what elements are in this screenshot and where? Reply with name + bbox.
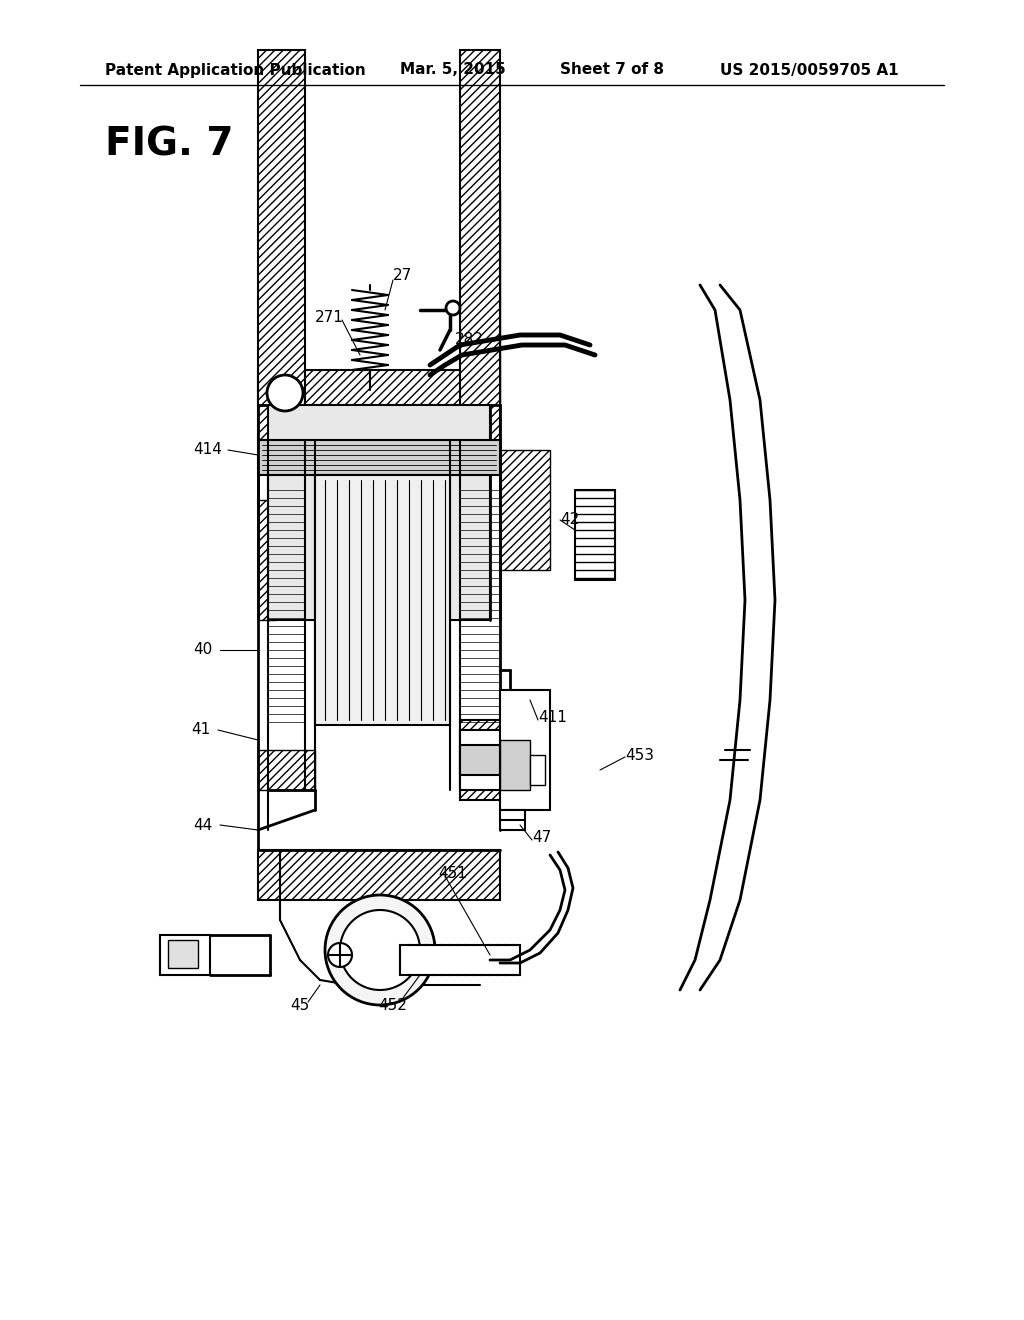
Bar <box>500 810 525 830</box>
Text: FIG. 7: FIG. 7 <box>105 125 233 164</box>
Circle shape <box>267 375 303 411</box>
Text: Mar. 5, 2015: Mar. 5, 2015 <box>400 62 506 78</box>
Bar <box>530 755 545 785</box>
Bar <box>315 475 450 725</box>
Text: 45: 45 <box>291 998 309 1012</box>
Bar <box>460 719 530 800</box>
Bar <box>500 450 550 570</box>
Circle shape <box>325 895 435 1005</box>
Bar <box>460 744 500 775</box>
Bar <box>258 500 275 620</box>
Bar <box>500 741 530 789</box>
Bar <box>258 440 500 475</box>
Text: Sheet 7 of 8: Sheet 7 of 8 <box>560 62 664 78</box>
Bar <box>258 750 315 789</box>
Bar <box>460 730 510 789</box>
Text: 27: 27 <box>393 268 413 282</box>
Text: US 2015/0059705 A1: US 2015/0059705 A1 <box>720 62 899 78</box>
Bar <box>258 370 500 405</box>
Bar <box>490 190 500 405</box>
Circle shape <box>328 942 352 968</box>
Text: Patent Application Publication: Patent Application Publication <box>105 62 366 78</box>
Text: 271: 271 <box>315 310 344 326</box>
Bar <box>160 935 210 975</box>
Text: 452: 452 <box>379 998 408 1012</box>
Bar <box>258 190 268 405</box>
Text: 41: 41 <box>190 722 210 738</box>
Text: 411: 411 <box>538 710 567 726</box>
Bar <box>258 50 305 440</box>
Text: 282: 282 <box>455 333 484 347</box>
Text: 40: 40 <box>194 643 213 657</box>
Circle shape <box>340 909 420 990</box>
Text: 44: 44 <box>194 817 213 833</box>
Bar <box>168 940 198 968</box>
Text: 453: 453 <box>625 747 654 763</box>
Bar <box>500 690 550 810</box>
Bar <box>400 945 520 975</box>
Text: 47: 47 <box>532 830 551 846</box>
Bar <box>258 850 500 900</box>
Text: 414: 414 <box>194 442 222 458</box>
Text: 42: 42 <box>560 512 580 528</box>
Bar <box>268 405 490 620</box>
Bar <box>460 50 500 440</box>
Text: 451: 451 <box>438 866 467 880</box>
Circle shape <box>446 301 460 315</box>
